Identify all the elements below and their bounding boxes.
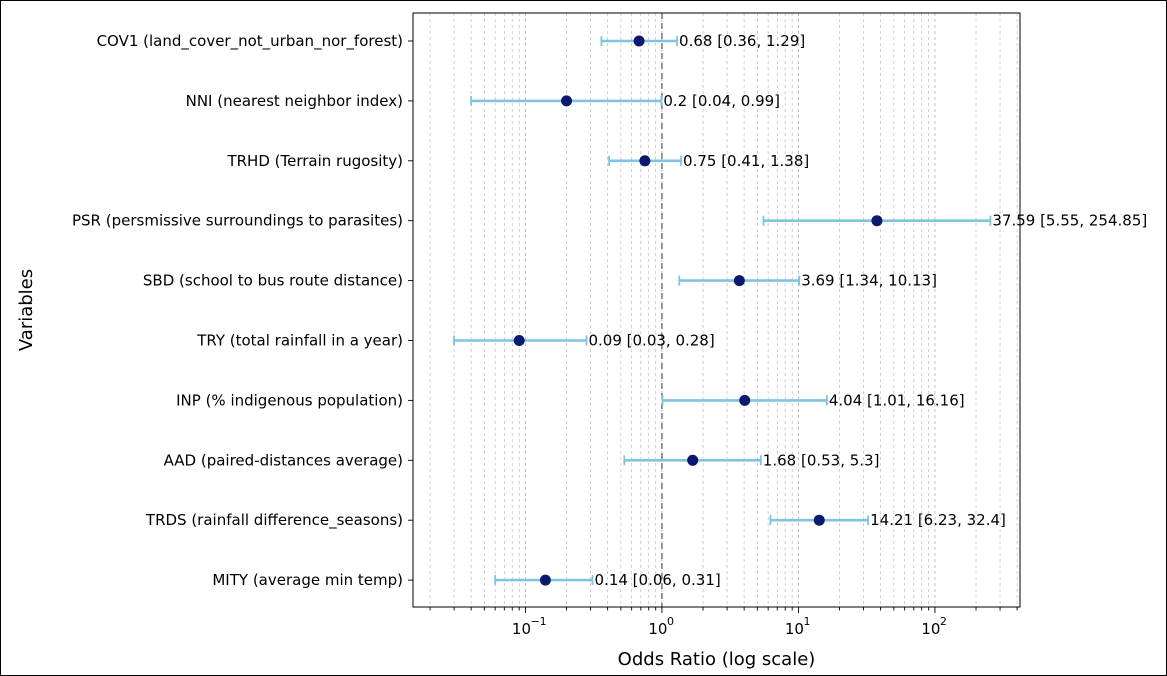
or-point: [813, 514, 825, 526]
x-tick-base: 10: [785, 620, 804, 638]
or-point: [687, 454, 699, 466]
x-tick-label: 10 −1: [512, 615, 547, 638]
y-axis-title: Variables: [16, 269, 37, 351]
or-point: [639, 155, 651, 167]
category-label: TRY (total rainfall in a year): [196, 332, 403, 350]
x-tick-exponent: 1: [803, 615, 810, 628]
category-label: COV1 (land_cover_not_urban_nor_forest): [97, 32, 403, 51]
category-label: MITY (average min temp): [212, 571, 403, 589]
x-tick-exponent: 2: [940, 615, 947, 628]
or-point: [733, 275, 745, 287]
data-label: 0.75 [0.41, 1.38]: [683, 152, 809, 170]
category-labels-layer: COV1 (land_cover_not_urban_nor_forest) NN…: [72, 32, 413, 589]
or-point: [561, 95, 573, 107]
category-label: AAD (paired-distances average): [164, 451, 403, 469]
data-label: 0.2 [0.04, 0.99]: [663, 92, 780, 110]
x-ticks-layer: 10 −1 10 0 10 1 10 2: [512, 615, 947, 638]
category-label: PSR (persmissive surroundings to parasit…: [72, 212, 403, 230]
data-label: 0.09 [0.03, 0.28]: [588, 332, 714, 350]
x-tick-base: 10: [512, 620, 531, 638]
x-tick-base: 10: [648, 620, 667, 638]
data-label: 0.68 [0.36, 1.29]: [679, 32, 805, 50]
data-label: 3.69 [1.34, 10.13]: [801, 272, 937, 290]
marks-layer: 0.68 [0.36, 1.29] 0.2 [0.04, 0.99] 0.75 [0…: [453, 32, 1147, 589]
plot-frame: [412, 12, 1021, 608]
or-point: [871, 215, 883, 227]
x-axis-title: Odds Ratio (log scale): [618, 649, 816, 670]
or-point: [739, 394, 751, 406]
x-tick-label: 10 2: [921, 615, 947, 638]
data-label: 14.21 [6.23, 32.4]: [870, 511, 1006, 529]
x-tick-exponent: −1: [530, 615, 546, 628]
grid-layer: [429, 13, 1018, 613]
data-label: 4.04 [1.01, 16.16]: [829, 391, 965, 409]
data-label: 1.68 [0.53, 5.3]: [763, 451, 880, 469]
x-tick-label: 10 1: [785, 615, 811, 638]
category-label: TRDS (rainfall difference_seasons): [145, 511, 403, 530]
category-label: INP (% indigenous population): [176, 391, 403, 409]
x-tick-label: 10 0: [648, 615, 674, 638]
category-label: SBD (school to bus route distance): [143, 272, 403, 290]
or-point: [539, 574, 551, 586]
data-label: 0.14 [0.06, 0.31]: [595, 571, 721, 589]
data-label: 37.59 [5.55, 254.85]: [992, 212, 1147, 230]
x-tick-exponent: 0: [667, 615, 674, 628]
or-point: [513, 335, 525, 346]
x-tick-base: 10: [921, 620, 940, 638]
category-label: NNI (nearest neighbor index): [186, 92, 403, 110]
or-point: [633, 35, 645, 47]
category-label: TRHD (Terrain rugosity): [226, 152, 403, 170]
